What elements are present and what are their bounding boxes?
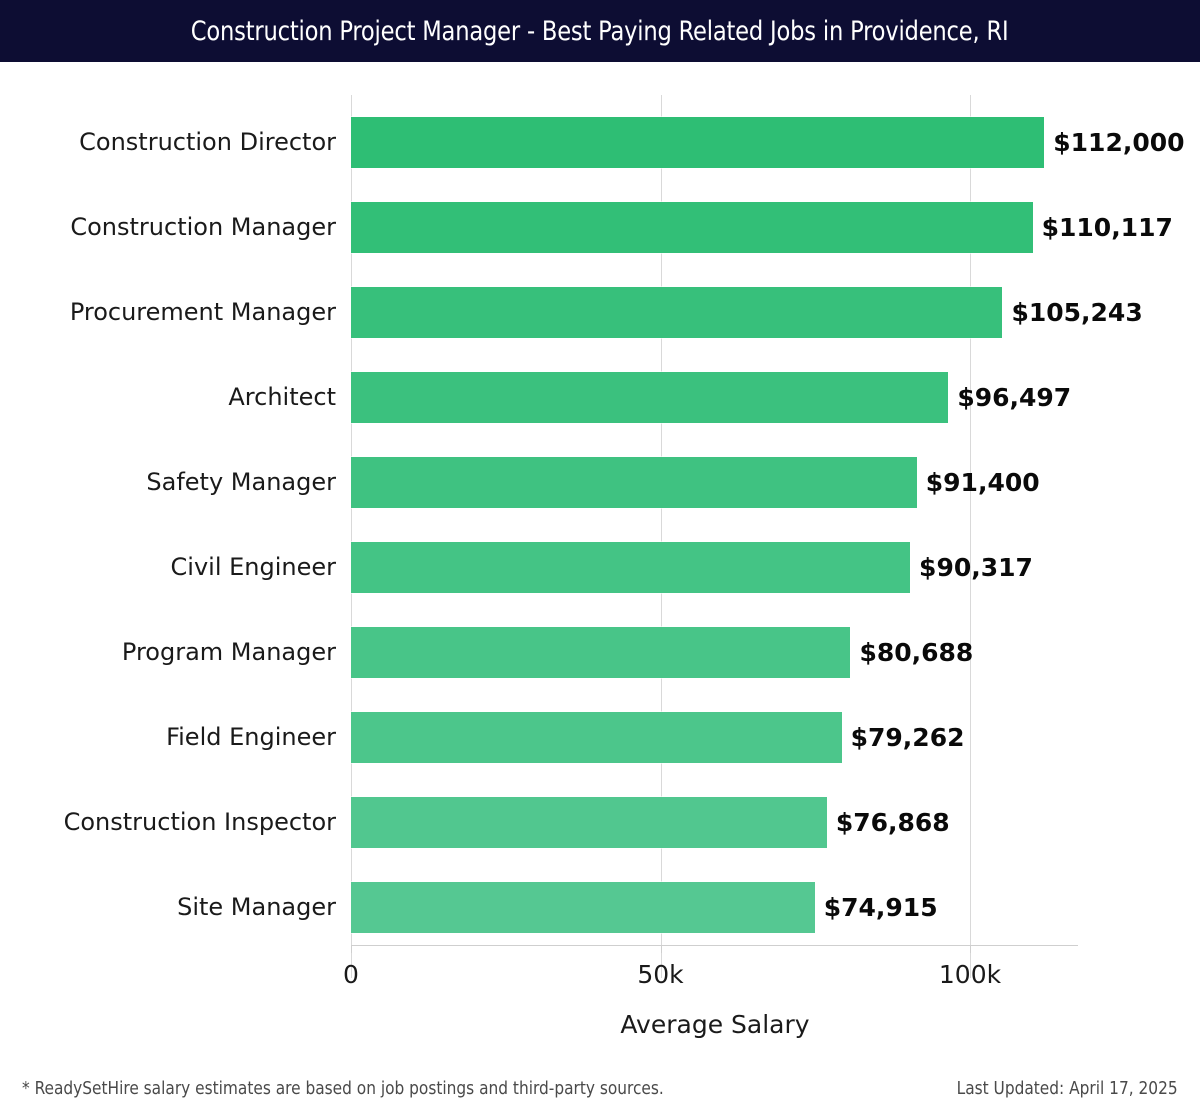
gridline (970, 95, 971, 978)
bar-row[interactable]: Site Manager $74,915 (0, 882, 1200, 933)
bar-value-label: $90,317 (919, 553, 1033, 582)
bar[interactable] (351, 457, 917, 508)
x-axis-line (351, 945, 1078, 946)
bar[interactable] (351, 797, 827, 848)
bar-value-label: $105,243 (1011, 298, 1143, 327)
bar-value-label: $80,688 (859, 638, 974, 667)
bar[interactable] (351, 627, 851, 678)
gridline (351, 95, 352, 978)
chart-plot-area: Construction Director $112,000 Constructio… (0, 62, 1200, 1060)
x-axis-title: Average Salary (0, 1010, 1200, 1039)
axis-tick (660, 946, 662, 953)
bar-category-label: Safety Manager (146, 468, 336, 496)
bar-value-label: $96,497 (957, 383, 1072, 412)
bar-category-label: Program Manager (121, 638, 336, 666)
bar-value-label: $110,117 (1041, 213, 1173, 242)
header-bar: Construction Project Manager - Best Payi… (0, 0, 1200, 62)
x-tick-label: 100k (938, 960, 1002, 989)
bar-value-label: $74,915 (823, 893, 938, 922)
bar-category-label: Architect (228, 383, 336, 411)
axis-tick (970, 946, 971, 953)
bar-category-label: Field Engineer (166, 723, 336, 751)
bar-value-label: $112,000 (1053, 128, 1185, 157)
bar-row[interactable]: Construction Inspector $76,868 (0, 797, 1200, 848)
bar-row[interactable]: Civil Engineer $90,317 (0, 542, 1200, 593)
bar-row[interactable]: Safety Manager $91,400 (0, 457, 1200, 508)
bar[interactable] (351, 287, 1003, 338)
bar-row[interactable]: Construction Director $112,000 (0, 117, 1200, 168)
bar-value-label: $79,262 (850, 723, 965, 752)
footer-disclaimer: * ReadySetHire salary estimates are base… (22, 1078, 664, 1099)
bar-value-label: $76,868 (835, 808, 950, 837)
bar-row[interactable]: Program Manager $80,688 (0, 627, 1200, 678)
x-tick-label: 50k (637, 960, 684, 989)
bar[interactable] (351, 542, 911, 593)
bar-category-label: Construction Inspector (63, 808, 336, 836)
bar-category-label: Construction Manager (70, 213, 336, 241)
axis-tick (351, 946, 352, 953)
x-axis-title-text: Average Salary (620, 1010, 810, 1039)
x-tick-label: 0 (343, 960, 359, 989)
page-title: Construction Project Manager - Best Payi… (191, 15, 1009, 47)
bar-row[interactable]: Procurement Manager $105,243 (0, 287, 1200, 338)
footer: * ReadySetHire salary estimates are base… (0, 1078, 1200, 1120)
bar[interactable] (351, 202, 1033, 253)
bar-category-label: Site Manager (177, 893, 336, 921)
bar-category-label: Procurement Manager (69, 298, 336, 326)
bar[interactable] (351, 117, 1045, 168)
bar-value-label: $91,400 (925, 468, 1040, 497)
bar[interactable] (351, 882, 815, 933)
bar-row[interactable]: Construction Manager $110,117 (0, 202, 1200, 253)
bar-category-label: Construction Director (79, 128, 336, 156)
bar[interactable] (351, 712, 842, 763)
bar-category-label: Civil Engineer (170, 553, 336, 581)
bar[interactable] (351, 372, 949, 423)
gridline (660, 95, 662, 978)
footer-last-updated: Last Updated: April 17, 2025 (956, 1078, 1178, 1099)
bar-row[interactable]: Architect $96,497 (0, 372, 1200, 423)
bar-row[interactable]: Field Engineer $79,262 (0, 712, 1200, 763)
